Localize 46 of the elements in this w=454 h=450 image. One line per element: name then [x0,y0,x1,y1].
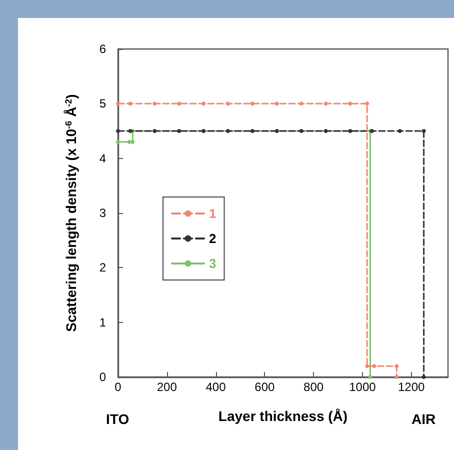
point [127,140,132,144]
point [398,129,402,133]
point [365,102,370,106]
x-tick-label: 800 [304,380,324,394]
legend-label: 2 [209,231,216,246]
point [128,129,132,133]
x-tick-label: 1200 [398,380,426,394]
point [177,102,182,106]
x-tick-label: 600 [254,380,275,394]
point [348,102,352,106]
point [226,102,230,106]
x-tick-label: 400 [206,380,226,394]
point [365,364,370,368]
y-axis-title: Scattering length density (x 10-6 Å-2) [63,94,79,332]
point [274,102,279,106]
x-tick-label: 200 [156,380,178,394]
x-tick-label: 0 [114,380,122,394]
x-tick-label: 1000 [349,380,376,394]
y-tick-label: 2 [99,260,106,275]
x-axis-title: Layer thickness (Å) [218,408,348,424]
point [250,102,254,106]
point [368,375,372,379]
text: AIR [412,411,436,427]
y-tick-label: 0 [99,370,106,384]
point [394,364,399,368]
y-tick-label: 3 [99,206,106,220]
point [116,102,120,106]
y-tick-label: 1 [99,315,106,330]
point [299,102,304,106]
y-tick-label: 6 [99,42,106,56]
point [130,140,135,144]
legend-label: 3 [209,256,216,271]
legend-label: 1 [209,206,216,221]
point [116,129,120,133]
point [152,102,157,106]
point [116,140,120,144]
point [372,364,376,368]
point [324,102,328,106]
text: ITO [106,411,130,427]
point [422,129,426,133]
point [422,375,426,379]
point [202,102,206,106]
y-tick-label: 5 [99,96,106,111]
point [394,375,399,379]
y-tick-label: 4 [99,151,106,166]
point [128,102,132,106]
